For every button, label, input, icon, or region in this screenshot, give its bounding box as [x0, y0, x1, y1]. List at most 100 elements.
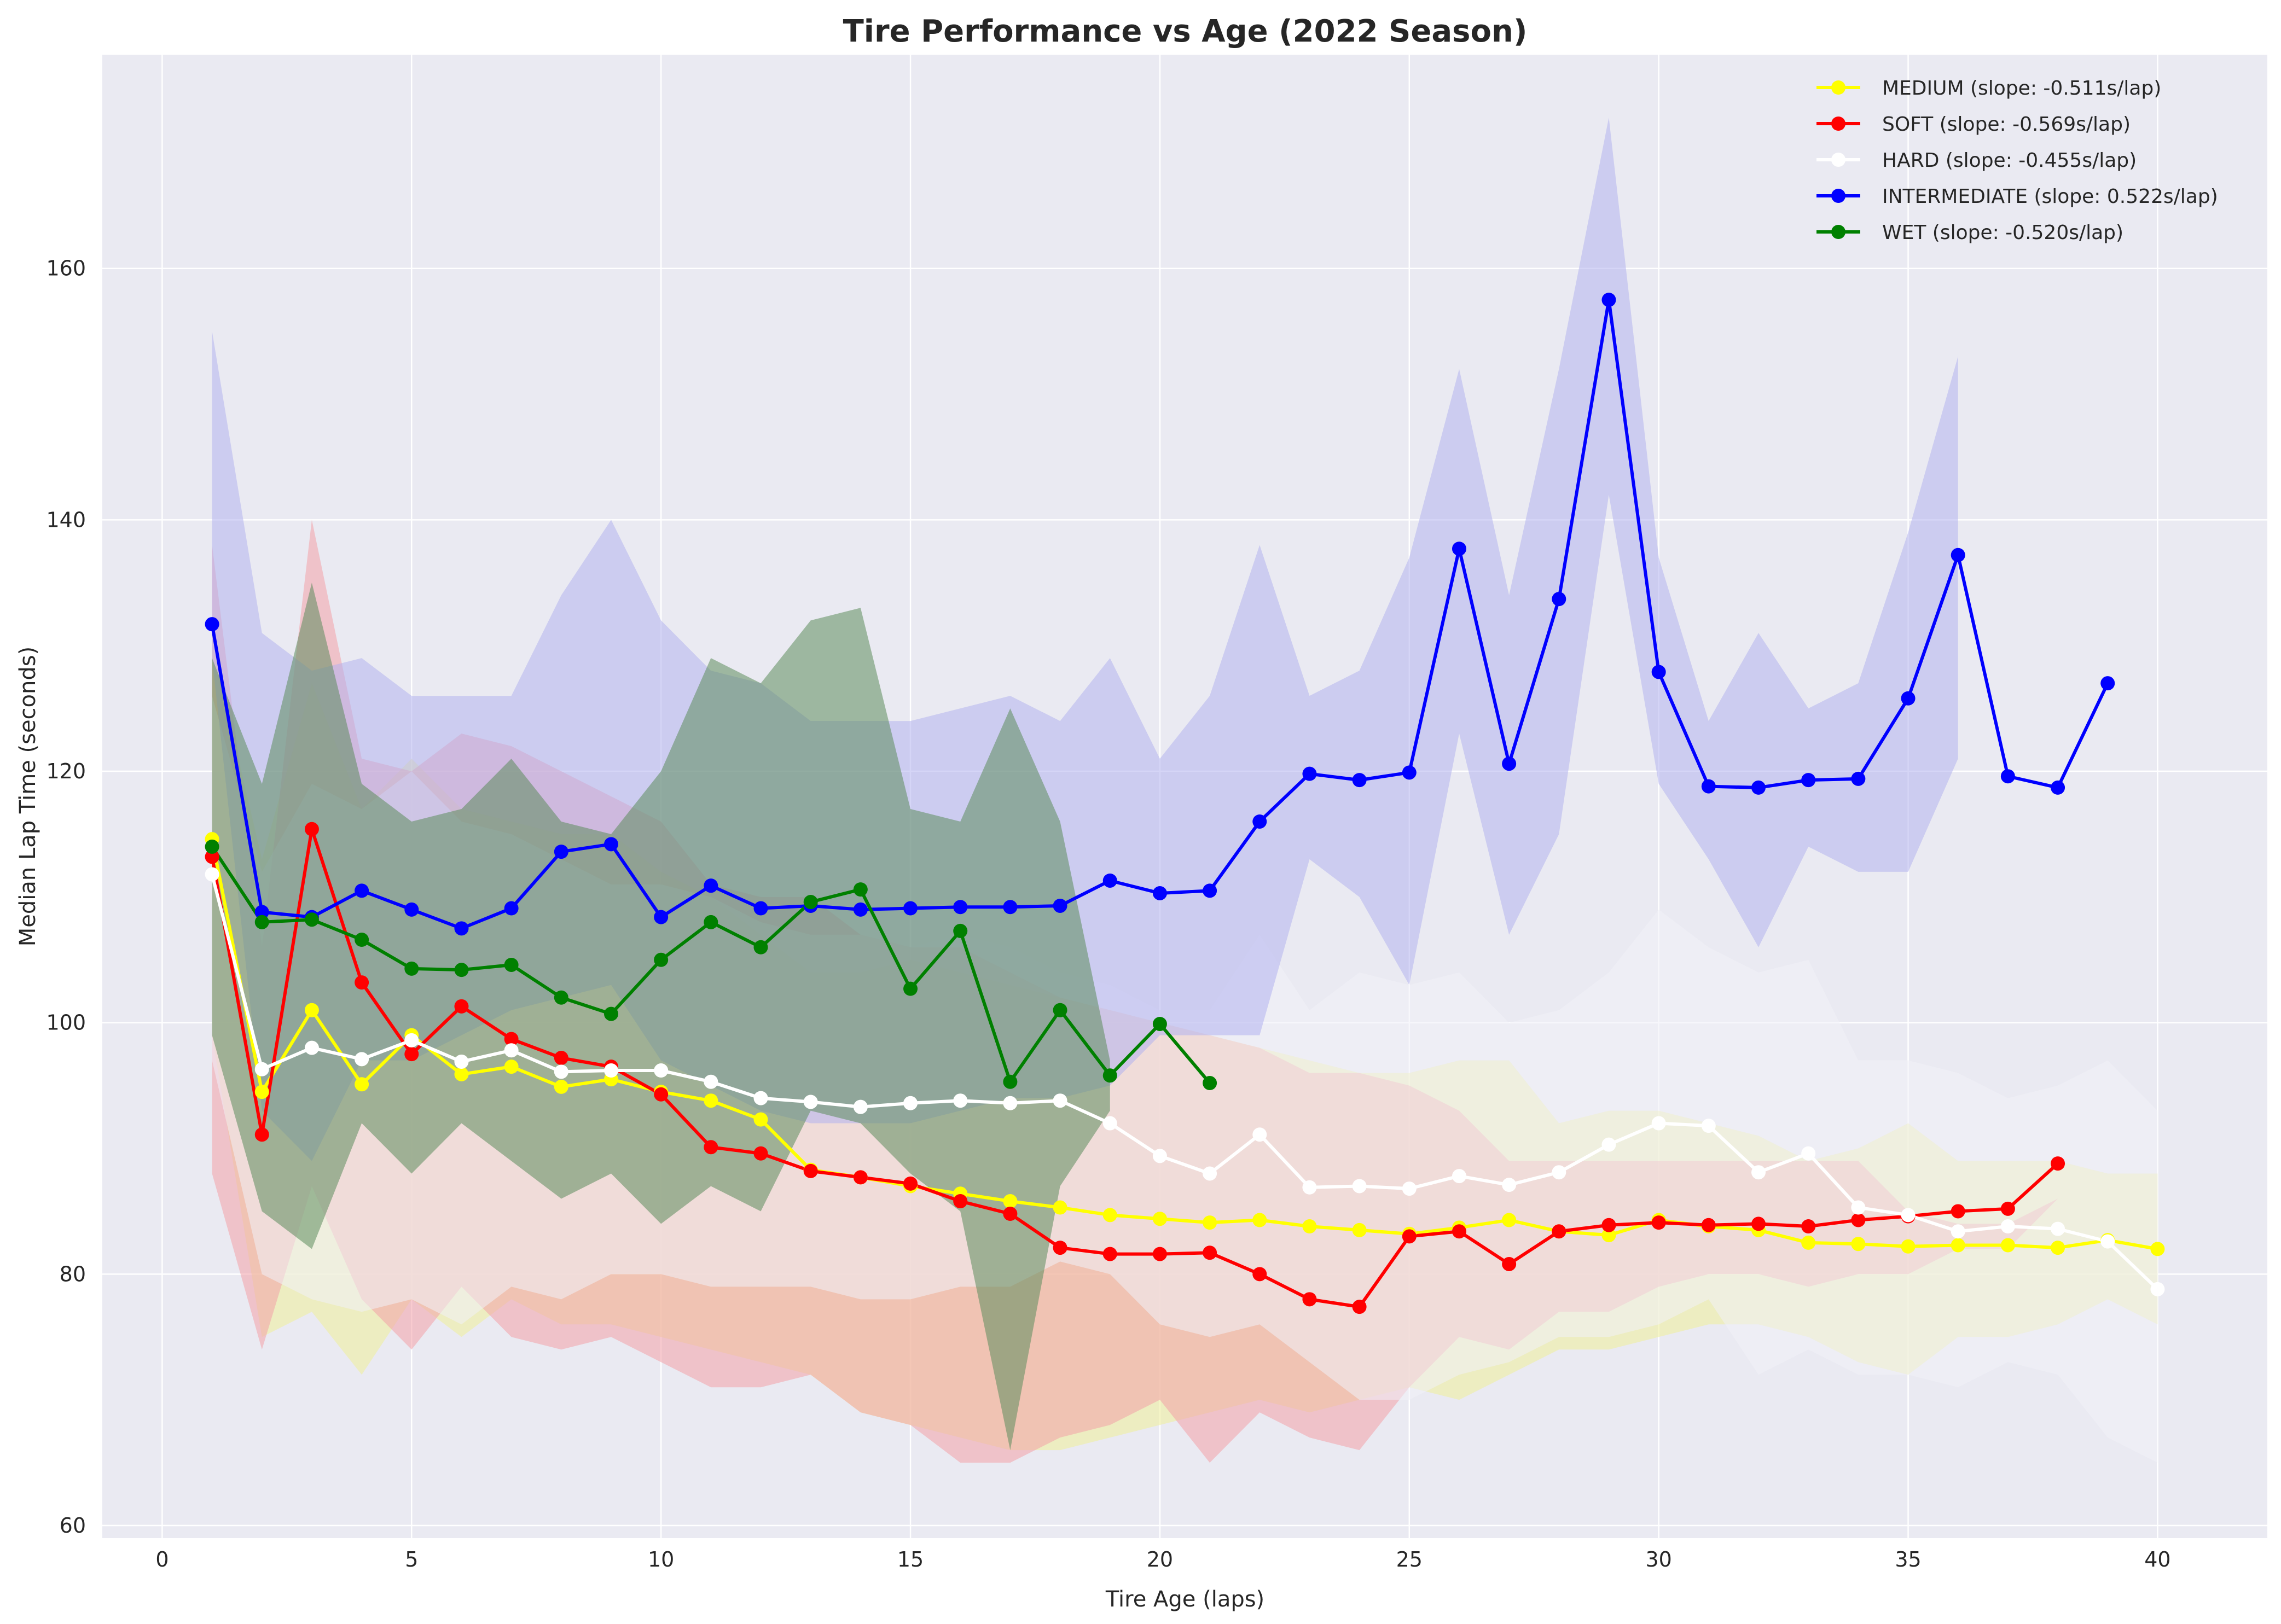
- y-tick-label: 80: [60, 1262, 86, 1286]
- point-soft: [1651, 1215, 1666, 1230]
- point-medium: [355, 1077, 369, 1092]
- point-wet: [1152, 1016, 1167, 1031]
- point-intermediate: [654, 910, 669, 924]
- point-wet: [853, 882, 868, 897]
- x-tick-label: 10: [648, 1547, 674, 1571]
- point-hard: [1552, 1165, 1566, 1180]
- point-medium: [2150, 1242, 2165, 1256]
- point-intermediate: [1701, 779, 1716, 794]
- point-intermediate: [953, 900, 968, 915]
- point-hard: [803, 1095, 818, 1109]
- point-soft: [554, 1051, 568, 1066]
- point-hard: [1053, 1093, 1067, 1108]
- point-intermediate: [2100, 676, 2115, 691]
- legend-label-hard: HARD (slope: -0.455s/lap): [1882, 149, 2137, 172]
- point-wet: [454, 963, 469, 977]
- point-hard: [704, 1074, 718, 1089]
- point-hard: [1901, 1208, 1916, 1223]
- point-hard: [1102, 1116, 1117, 1131]
- point-hard: [1302, 1180, 1317, 1195]
- point-soft: [803, 1163, 818, 1178]
- band-wet: [212, 583, 1110, 1451]
- point-intermediate: [603, 837, 618, 852]
- point-medium: [1851, 1237, 1866, 1252]
- x-tick-label: 0: [155, 1547, 169, 1571]
- point-medium: [554, 1079, 568, 1094]
- y-tick-label: 60: [60, 1514, 86, 1538]
- point-wet: [254, 915, 269, 929]
- point-medium: [2051, 1241, 2065, 1255]
- point-soft: [1552, 1224, 1566, 1239]
- point-soft: [1102, 1247, 1117, 1261]
- point-wet: [304, 912, 319, 927]
- point-hard: [1851, 1200, 1866, 1215]
- legend-marker-soft: [1831, 117, 1845, 131]
- point-intermediate: [1252, 814, 1267, 829]
- point-soft: [853, 1170, 868, 1185]
- x-tick-label: 35: [1895, 1547, 1921, 1571]
- legend-marker-medium: [1831, 80, 1845, 95]
- point-hard: [903, 1096, 918, 1110]
- point-hard: [953, 1093, 968, 1108]
- point-soft: [1152, 1247, 1167, 1261]
- point-intermediate: [1102, 873, 1117, 888]
- point-intermediate: [404, 902, 419, 917]
- point-intermediate: [1951, 548, 1965, 562]
- x-tick-label: 40: [2144, 1547, 2170, 1571]
- point-medium: [1152, 1212, 1167, 1226]
- point-intermediate: [1801, 773, 1816, 788]
- point-soft: [2051, 1156, 2065, 1171]
- point-hard: [205, 867, 219, 882]
- point-intermediate: [753, 901, 768, 916]
- x-tick-label: 15: [897, 1547, 924, 1571]
- point-hard: [654, 1063, 669, 1078]
- x-tick-label: 25: [1396, 1547, 1423, 1571]
- point-medium: [1053, 1200, 1067, 1215]
- point-medium: [1951, 1238, 1965, 1253]
- chart-title: Tire Performance vs Age (2022 Season): [843, 14, 1528, 49]
- point-hard: [1801, 1146, 1816, 1161]
- point-hard: [1601, 1137, 1616, 1152]
- point-soft: [404, 1047, 419, 1062]
- point-soft: [1452, 1224, 1466, 1239]
- legend: MEDIUM (slope: -0.511s/lap) SOFT (slope: …: [1816, 77, 2218, 244]
- y-tick-label: 120: [46, 759, 86, 783]
- point-intermediate: [1601, 293, 1616, 307]
- point-medium: [1352, 1223, 1367, 1237]
- point-hard: [1203, 1166, 1217, 1181]
- point-medium: [1302, 1219, 1317, 1234]
- legend-marker-hard: [1831, 153, 1845, 167]
- point-soft: [254, 1127, 269, 1142]
- point-soft: [1801, 1219, 1816, 1234]
- legend-label-soft: SOFT (slope: -0.569s/lap): [1882, 113, 2131, 136]
- point-wet: [753, 940, 768, 954]
- point-intermediate: [1552, 592, 1566, 607]
- y-axis-ticks: 60 80 100 120 140 160: [46, 257, 86, 1538]
- point-soft: [903, 1176, 918, 1191]
- point-medium: [1601, 1228, 1616, 1243]
- point-soft: [1751, 1216, 1766, 1231]
- point-hard: [404, 1033, 419, 1047]
- point-soft: [1053, 1241, 1067, 1255]
- point-hard: [1651, 1116, 1666, 1131]
- point-soft: [1302, 1292, 1317, 1307]
- point-hard: [2000, 1219, 2015, 1234]
- point-soft: [1851, 1213, 1866, 1227]
- point-soft: [1601, 1218, 1616, 1232]
- point-intermediate: [254, 905, 269, 919]
- point-intermediate: [1402, 765, 1417, 780]
- x-tick-label: 20: [1147, 1547, 1173, 1571]
- line-medium: [210, 839, 2158, 1251]
- point-soft: [753, 1146, 768, 1161]
- point-hard: [304, 1040, 319, 1055]
- point-medium: [1003, 1194, 1018, 1209]
- point-soft: [504, 1032, 519, 1046]
- point-soft: [654, 1087, 669, 1102]
- point-wet: [654, 952, 669, 967]
- point-intermediate: [1851, 771, 1866, 786]
- point-hard: [603, 1063, 618, 1078]
- point-wet: [504, 957, 519, 972]
- point-medium: [1203, 1215, 1217, 1230]
- point-medium: [1502, 1213, 1517, 1227]
- point-wet: [1003, 1074, 1018, 1089]
